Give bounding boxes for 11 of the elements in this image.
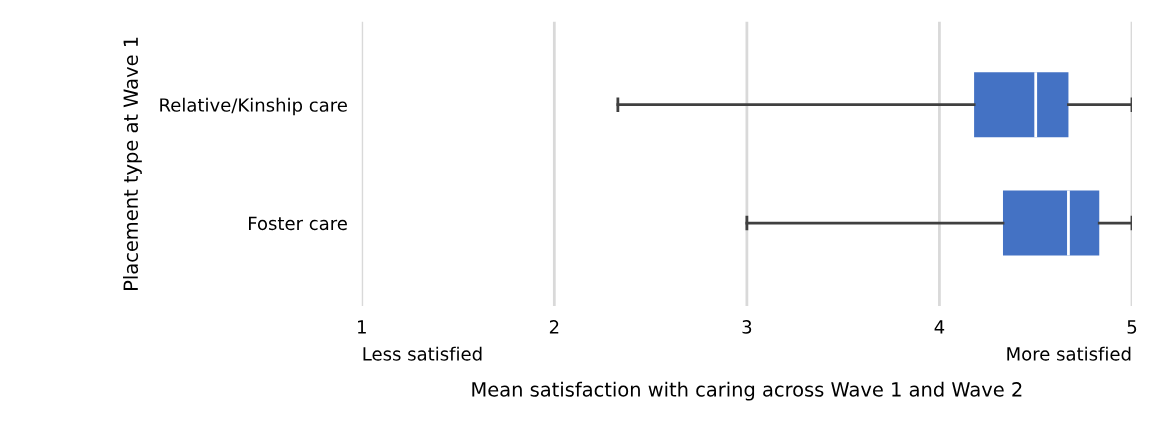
y-axis-title: Placement type at Wave 1 [123, 37, 142, 290]
text: Less satisfied [363, 346, 482, 361]
y-tick-label: Foster care [249, 216, 347, 231]
x-tick-label: 1 [358, 320, 366, 334]
x-tick-label: 2 [549, 320, 559, 334]
x-tick-label: 5 [1127, 320, 1137, 334]
text: More satisfied [1007, 346, 1131, 361]
x-tick-label: 3 [742, 320, 752, 334]
x-axis-title: Mean satisfaction with caring across Wave 1 and Wave 2 [472, 381, 1022, 401]
y-tick-label: Relative/Kinship care [160, 97, 347, 116]
x-tick-label: 4 [934, 320, 945, 334]
